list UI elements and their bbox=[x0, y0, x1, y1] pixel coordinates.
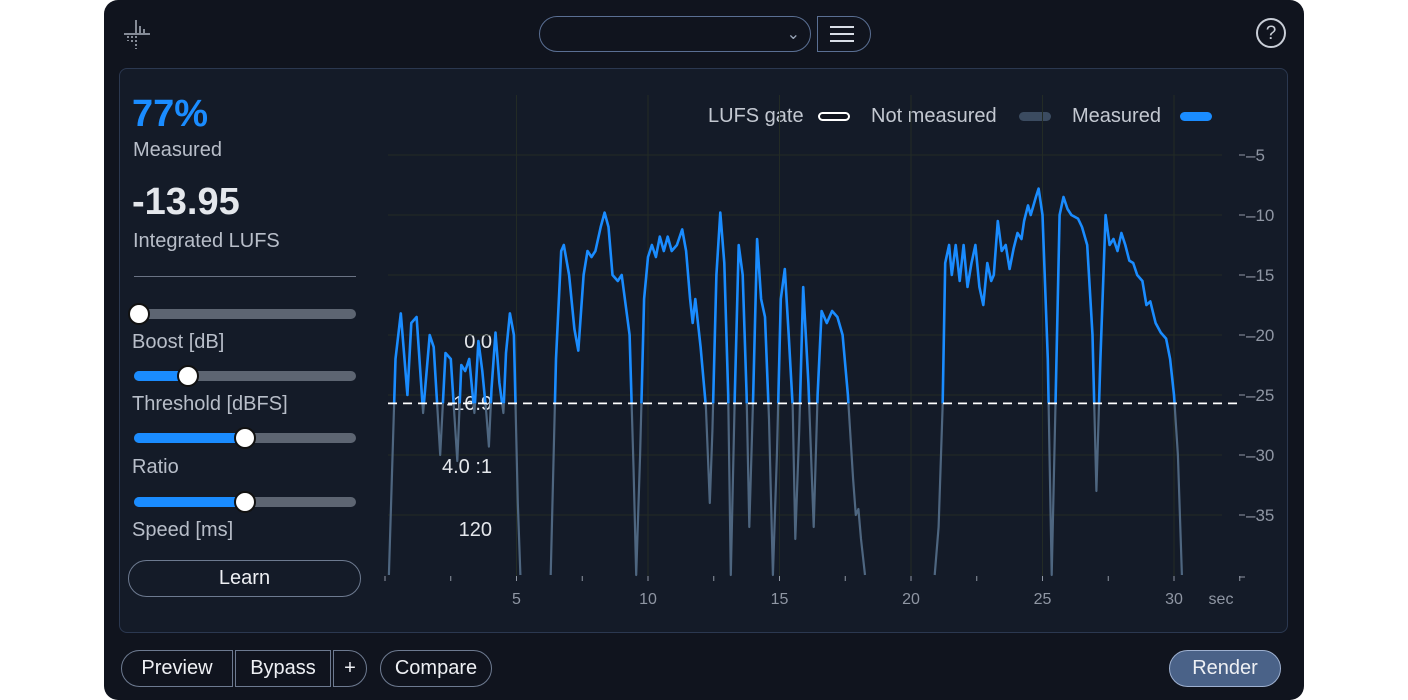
not-measured-curve bbox=[933, 403, 1183, 577]
render-button[interactable]: Render bbox=[1169, 650, 1281, 687]
control-value: 4.0 :1 bbox=[441, 456, 492, 478]
measured-curve bbox=[941, 187, 1176, 404]
slider-2[interactable] bbox=[134, 427, 356, 449]
y-tick-label: –25 bbox=[1246, 386, 1274, 405]
integrated-lufs-label: Integrated LUFS bbox=[133, 230, 280, 252]
measured-percent: 77% bbox=[132, 93, 209, 135]
x-tick-label: 15 bbox=[771, 591, 789, 608]
y-tick-label: –20 bbox=[1246, 326, 1274, 345]
control-label: Speed [ms] bbox=[132, 519, 234, 541]
x-tick-label: 5 bbox=[512, 591, 521, 608]
x-tick-label: 20 bbox=[902, 591, 920, 608]
preset-dropdown[interactable]: ⌄ bbox=[539, 16, 811, 52]
control-label: Threshold [dBFS] bbox=[132, 393, 288, 415]
hamburger-icon bbox=[830, 40, 854, 42]
legend-gate-swatch bbox=[818, 112, 850, 121]
slider-fill bbox=[134, 371, 189, 381]
slider-handle[interactable] bbox=[128, 303, 150, 325]
help-button[interactable]: ? bbox=[1256, 18, 1286, 48]
legend-measured-swatch bbox=[1180, 112, 1212, 121]
y-tick-label: –30 bbox=[1246, 446, 1274, 465]
measured-label: Measured bbox=[133, 139, 222, 161]
chevron-down-icon: ⌄ bbox=[786, 26, 800, 43]
bypass-options-button[interactable]: + bbox=[333, 650, 367, 687]
hamburger-icon bbox=[830, 26, 854, 28]
y-tick-label: –15 bbox=[1246, 266, 1274, 285]
measured-curve bbox=[553, 211, 850, 404]
control-label: Boost [dB] bbox=[132, 331, 225, 353]
legend-not-measured-label: Not measured bbox=[871, 105, 997, 127]
hamburger-icon bbox=[830, 33, 854, 35]
bypass-button[interactable]: Bypass bbox=[235, 650, 331, 687]
slider-handle[interactable] bbox=[234, 491, 256, 513]
x-tick-label: 10 bbox=[639, 591, 657, 608]
slider-3[interactable] bbox=[134, 491, 356, 513]
slider-1[interactable] bbox=[134, 365, 356, 387]
control-label: Ratio bbox=[132, 456, 179, 478]
integrated-lufs-value: -13.95 bbox=[132, 181, 240, 223]
x-tick-label: 25 bbox=[1034, 591, 1052, 608]
legend-measured-label: Measured bbox=[1072, 105, 1161, 127]
y-tick-label: –10 bbox=[1246, 206, 1274, 225]
slider-0[interactable] bbox=[128, 303, 356, 325]
logo-icon bbox=[124, 20, 150, 49]
slider-handle[interactable] bbox=[234, 427, 256, 449]
divider bbox=[134, 276, 356, 277]
y-tick-label: –5 bbox=[1246, 146, 1265, 165]
x-axis-label: sec bbox=[1209, 591, 1234, 608]
preset-menu-button[interactable] bbox=[817, 16, 871, 52]
y-tick-label: –35 bbox=[1246, 506, 1274, 525]
slider-handle[interactable] bbox=[177, 365, 200, 387]
preview-button[interactable]: Preview bbox=[121, 650, 233, 687]
slider-fill bbox=[134, 497, 245, 507]
compare-button[interactable]: Compare bbox=[380, 650, 492, 687]
legend-not-measured-swatch bbox=[1019, 112, 1051, 121]
x-tick-label: 30 bbox=[1165, 591, 1183, 608]
slider-fill bbox=[134, 433, 245, 443]
plugin-window: ⌄ ? 77% Measured -13.95 Integrated LUFS … bbox=[104, 0, 1304, 700]
learn-button[interactable]: Learn bbox=[128, 560, 361, 597]
measured-curve bbox=[392, 312, 517, 404]
control-value: 120 bbox=[458, 519, 492, 541]
not-measured-curve bbox=[549, 403, 867, 577]
